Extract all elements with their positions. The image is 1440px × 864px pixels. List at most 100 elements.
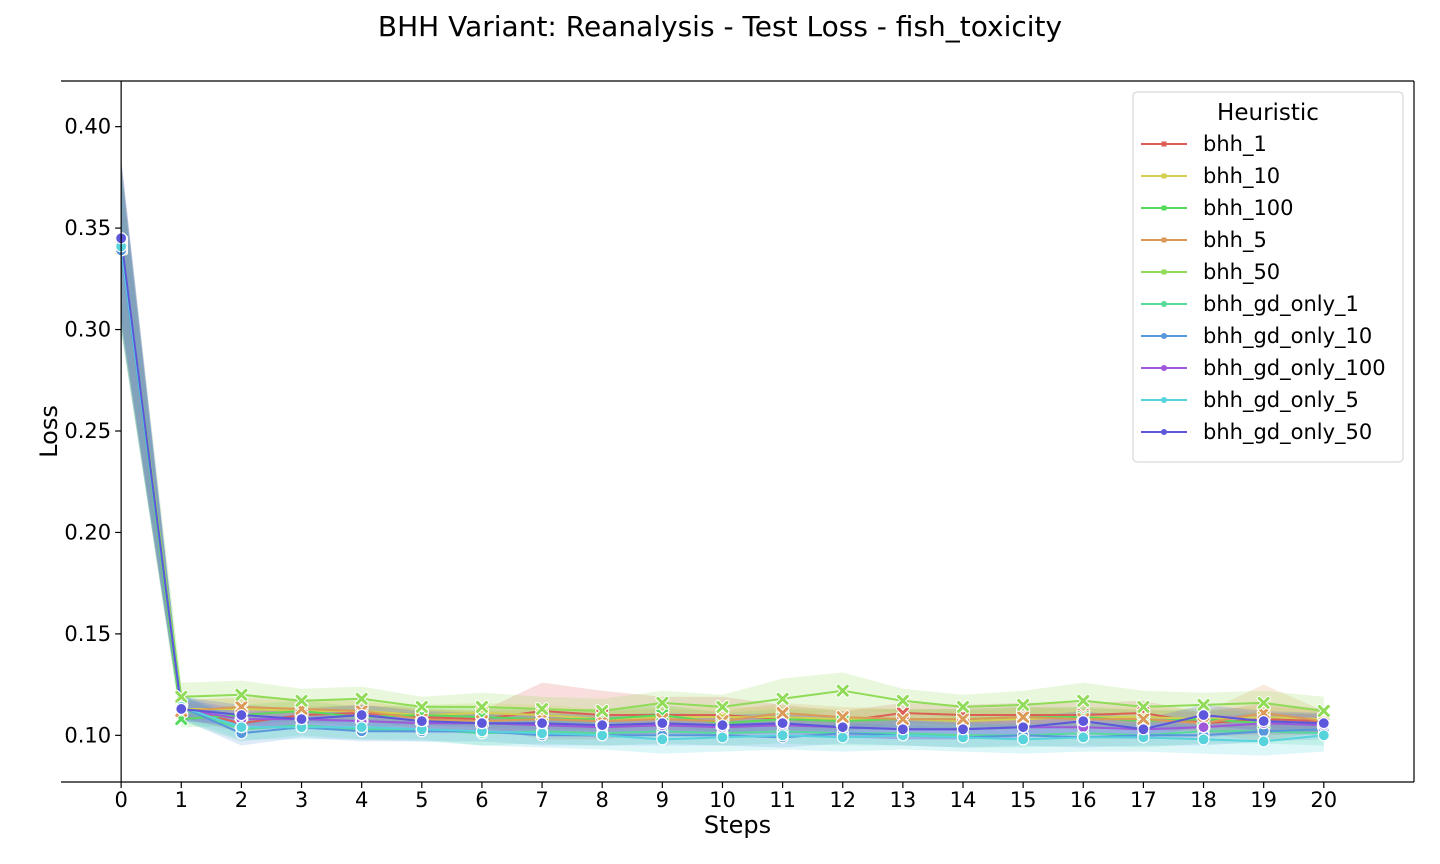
marker-bhh_50 — [895, 693, 910, 708]
marker-bhh_50 — [655, 695, 670, 710]
marker-bhh_gd_only_5 — [656, 733, 669, 746]
x-tick-label: 6 — [475, 788, 488, 812]
legend-marker — [1161, 365, 1167, 371]
legend-label: bhh_gd_only_50 — [1203, 420, 1372, 445]
legend-label: bhh_50 — [1203, 260, 1280, 285]
marker-bhh_gd_only_5 — [355, 721, 368, 734]
marker-bhh_gd_only_50 — [355, 708, 368, 722]
x-tick-label: 15 — [1010, 788, 1037, 812]
marker-bhh_50 — [1136, 699, 1151, 714]
x-tick-label: 7 — [535, 788, 548, 812]
legend-item: bhh_5 — [1141, 228, 1267, 253]
marker-bhh_5 — [775, 706, 790, 721]
marker-bhh_50 — [414, 699, 429, 714]
marker-bhh_gd_only_5 — [596, 729, 609, 742]
series-markers — [114, 232, 1331, 748]
marker-bhh_50 — [595, 703, 610, 718]
x-tick-label: 4 — [355, 788, 368, 812]
legend-label: bhh_gd_only_5 — [1203, 388, 1359, 413]
x-tick-label: 18 — [1190, 788, 1217, 812]
legend-title: Heuristic — [1217, 100, 1319, 126]
marker-bhh_50 — [956, 699, 970, 714]
marker-bhh_50 — [354, 691, 369, 706]
marker-bhh_50 — [715, 699, 730, 714]
marker-bhh_50 — [1016, 697, 1031, 712]
legend-item: bhh_gd_only_10 — [1141, 324, 1372, 349]
legend-label: bhh_5 — [1203, 228, 1267, 253]
legend-label: bhh_100 — [1203, 196, 1294, 221]
marker-bhh_gd_only_5 — [235, 721, 248, 734]
x-tick-label: 1 — [175, 788, 188, 812]
marker-bhh_gd_only_5 — [1197, 733, 1210, 746]
marker-bhh_gd_only_50 — [836, 721, 849, 734]
legend-item: bhh_50 — [1141, 260, 1280, 285]
marker-bhh_gd_only_50 — [1257, 715, 1270, 728]
chart-title: BHH Variant: Reanalysis - Test Loss - fi… — [377, 10, 1063, 43]
legend-marker — [1161, 269, 1167, 275]
y-tick-label: 0.35 — [64, 216, 111, 240]
marker-bhh_50 — [535, 701, 550, 716]
legend-item: bhh_gd_only_50 — [1141, 420, 1372, 445]
marker-bhh_gd_only_50 — [235, 708, 248, 722]
x-tick-label: 5 — [415, 788, 428, 812]
marker-bhh_gd_only_50 — [896, 723, 909, 736]
x-tick-label: 8 — [596, 788, 609, 812]
legend-label: bhh_10 — [1203, 164, 1280, 189]
marker-bhh_gd_only_50 — [596, 719, 609, 732]
y-tick-label: 0.15 — [64, 622, 111, 646]
legend-label: bhh_gd_only_10 — [1203, 324, 1372, 349]
marker-bhh_gd_only_5 — [1317, 729, 1330, 742]
marker-bhh_50 — [775, 691, 790, 706]
x-tick-label: 14 — [950, 788, 977, 812]
marker-bhh_50 — [234, 687, 249, 702]
x-tick-label: 10 — [709, 788, 736, 812]
legend-marker — [1161, 397, 1167, 403]
x-tick-label: 12 — [829, 788, 856, 812]
legend-item: bhh_1 — [1141, 132, 1267, 157]
marker-bhh_50 — [1316, 703, 1331, 718]
x-tick-label: 16 — [1070, 788, 1097, 812]
legend-marker — [1161, 333, 1167, 339]
y-tick-label: 0.40 — [64, 115, 111, 139]
marker-bhh_5 — [1016, 710, 1031, 725]
marker-bhh_gd_only_50 — [1317, 717, 1330, 730]
marker-bhh_5 — [956, 712, 970, 727]
legend-label: bhh_1 — [1203, 132, 1267, 157]
marker-bhh_50 — [294, 693, 309, 708]
marker-bhh_gd_only_50 — [535, 717, 549, 730]
marker-bhh_gd_only_5 — [776, 729, 789, 742]
legend-marker — [1161, 205, 1167, 211]
marker-bhh_gd_only_5 — [535, 727, 549, 740]
marker-bhh_5 — [895, 712, 910, 727]
y-axis-ticks: 0.10 0.15 0.20 0.25 0.30 0.35 0.40 — [64, 115, 122, 747]
x-tick-label: 17 — [1130, 788, 1157, 812]
x-tick-label: 3 — [295, 788, 308, 812]
legend-label: bhh_gd_only_1 — [1203, 292, 1359, 317]
y-tick-label: 0.10 — [64, 723, 111, 747]
marker-bhh_gd_only_50 — [175, 702, 188, 716]
marker-bhh_gd_only_50 — [956, 723, 970, 736]
legend-marker — [1161, 301, 1167, 307]
marker-bhh_gd_only_50 — [475, 717, 489, 730]
legend-marker — [1161, 237, 1167, 243]
x-tick-label: 0 — [114, 788, 127, 812]
marker-bhh_5 — [1136, 712, 1151, 727]
y-axis-label: Loss — [35, 405, 63, 458]
marker-bhh_gd_only_50 — [1137, 723, 1150, 736]
legend-label: bhh_gd_only_100 — [1203, 356, 1386, 381]
x-tick-label: 2 — [235, 788, 248, 812]
marker-bhh_gd_only_50 — [1077, 715, 1090, 728]
legend: Heuristic bhh_1 bhh_10 bhh_100 bhh_5 bhh_50bh… — [1132, 91, 1404, 463]
marker-bhh_gd_only_50 — [415, 715, 428, 728]
marker-bhh_gd_only_50 — [716, 719, 729, 732]
marker-bhh_50 — [835, 683, 850, 698]
legend-marker — [1161, 429, 1167, 435]
marker-bhh_gd_only_5 — [1017, 733, 1030, 746]
legend-marker — [1161, 173, 1167, 179]
x-axis-ticks: 0 1 2 3 4 5 6 7 8 9 10 11 12 13 14 15 16 17 18 19 20 — [114, 782, 1337, 812]
marker-bhh_gd_only_100 — [1197, 721, 1210, 734]
marker-bhh_gd_only_50 — [776, 717, 789, 730]
marker-bhh_gd_only_5 — [1077, 731, 1090, 744]
marker-bhh_50 — [474, 699, 489, 714]
